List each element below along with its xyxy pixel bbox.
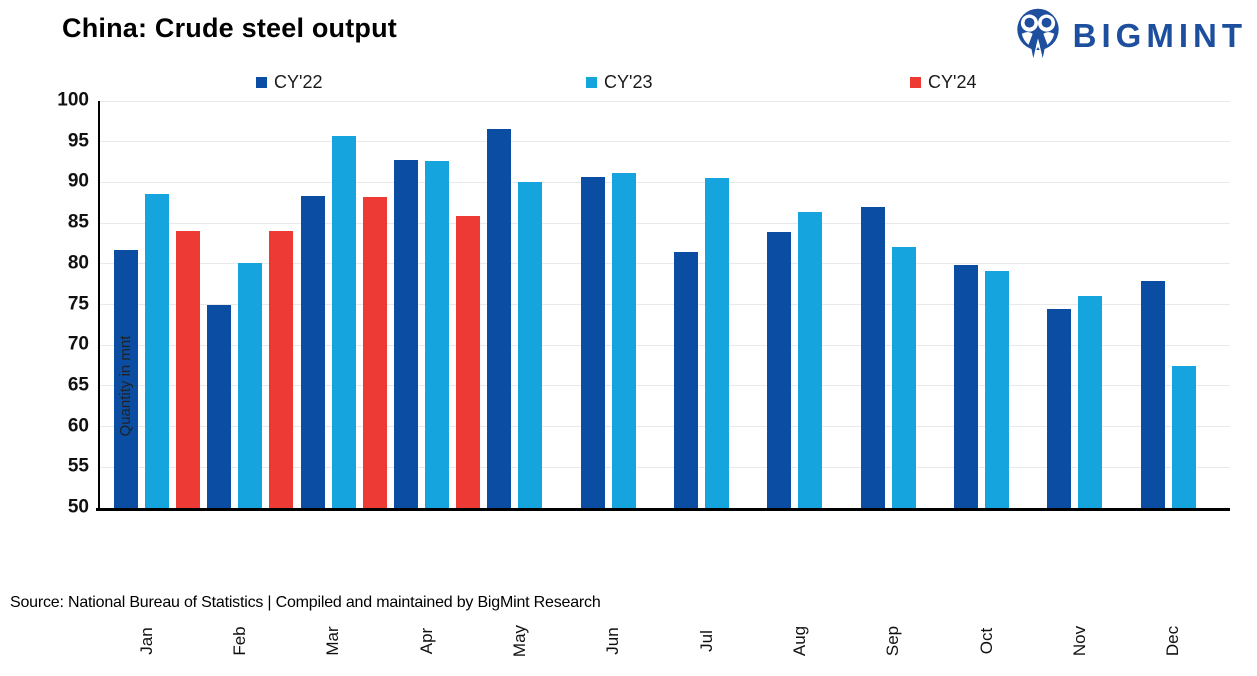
gridline — [100, 466, 1230, 468]
legend-item: CY'24 — [910, 72, 976, 93]
bar-oct-cy22 — [953, 265, 978, 508]
source-note: Source: National Bureau of Statistics | … — [10, 594, 601, 611]
bar-feb-cy23 — [238, 263, 263, 508]
x-tick-label: Nov — [1069, 625, 1089, 657]
bar-apr-cy22 — [393, 159, 418, 508]
legend-swatch-icon — [586, 77, 597, 88]
gridline — [100, 385, 1230, 387]
bar-apr-cy23 — [424, 161, 449, 508]
x-tick-label: Jan — [136, 627, 156, 655]
x-tick-label: May — [509, 624, 529, 658]
legend-label: CY'23 — [604, 72, 653, 92]
legend-item: CY'23 — [586, 72, 652, 93]
bar-dec-cy22 — [1140, 280, 1165, 508]
y-tick-label: 50 — [67, 496, 89, 518]
y-axis-line — [98, 101, 100, 508]
bar-sep-cy22 — [860, 206, 885, 508]
gridline — [100, 304, 1230, 305]
legend-label: CY'22 — [274, 72, 323, 92]
y-tick-label: 60 — [67, 415, 89, 437]
chart-title: China: Crude steel output — [62, 13, 397, 43]
gridline — [100, 426, 1230, 428]
y-tick-label: 80 — [67, 252, 89, 274]
x-tick-label: Feb — [229, 626, 249, 656]
y-tick-label: 65 — [67, 374, 89, 396]
bigmint-wordmark: BIGMINT — [1072, 16, 1247, 54]
y-tick-label: 90 — [67, 170, 89, 192]
y-tick-label: 85 — [67, 211, 89, 233]
legend-swatch-icon — [910, 77, 921, 88]
x-tick-label: Oct — [976, 627, 996, 655]
bar-aug-cy23 — [798, 211, 823, 508]
gridline — [100, 222, 1230, 224]
bar-jul-cy23 — [704, 177, 729, 508]
x-tick-label: Mar — [323, 626, 343, 656]
bar-may-cy23 — [518, 181, 543, 508]
bar-jan-cy24 — [176, 231, 200, 508]
bar-jan-cy23 — [145, 193, 169, 508]
gridline — [100, 344, 1230, 346]
y-tick-label: 95 — [67, 130, 89, 152]
bar-feb-cy24 — [269, 231, 294, 508]
bar-jan-cy22 — [114, 249, 138, 508]
bar-feb-cy22 — [207, 304, 232, 508]
bar-dec-cy23 — [1171, 366, 1196, 508]
legend-swatch-icon — [256, 77, 267, 88]
bar-oct-cy23 — [984, 271, 1009, 508]
plot-area: 50 55 60 65 70 75 80 85 90 95 100 Jan Feb Mar Apr May J… — [57, 90, 1230, 657]
bar-jun-cy22 — [580, 176, 605, 508]
x-tick-label: Sep — [883, 625, 903, 657]
bar-may-cy22 — [487, 128, 512, 508]
y-tick-label: 100 — [57, 89, 89, 111]
gridline — [100, 263, 1230, 265]
y-tick-label: 70 — [67, 333, 89, 355]
bar-nov-cy22 — [1047, 308, 1072, 508]
bar-mar-cy24 — [362, 197, 387, 508]
legend-label: CY'24 — [928, 72, 977, 92]
x-tick-label: Aug — [789, 625, 809, 657]
bar-jun-cy23 — [611, 173, 636, 508]
bar-nov-cy23 — [1078, 295, 1103, 508]
y-tick-label: 75 — [67, 293, 89, 315]
legend-item: CY'22 — [256, 72, 322, 93]
gridline — [100, 181, 1230, 183]
bigmint-logo-icon — [1011, 6, 1065, 65]
x-tick-label: Jul — [696, 630, 716, 652]
x-tick-label: Dec — [1163, 625, 1183, 657]
bar-sep-cy23 — [891, 246, 916, 508]
bar-aug-cy22 — [767, 232, 792, 508]
x-tick-label: Jun — [603, 627, 623, 655]
bar-mar-cy22 — [300, 196, 325, 508]
y-axis-title: Quantity in mnt — [117, 335, 134, 437]
bar-mar-cy23 — [331, 136, 356, 508]
x-tick-label: Apr — [416, 627, 436, 655]
bar-apr-cy24 — [455, 215, 480, 508]
y-tick-label: 55 — [67, 455, 89, 477]
x-axis-line — [96, 508, 1230, 511]
bar-jul-cy22 — [673, 252, 698, 508]
gridline — [100, 100, 1230, 102]
bigmint-logo: BIGMINT — [1011, 6, 1247, 65]
gridline — [100, 141, 1230, 143]
